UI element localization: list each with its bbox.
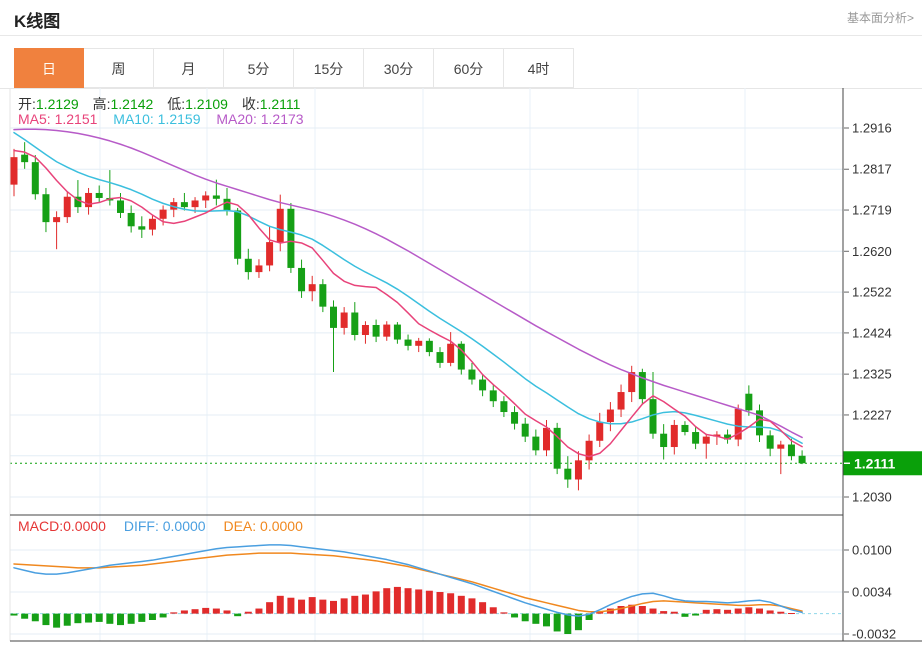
- interval-tabs: 日 周 月 5分 15分 30分 60分 4时: [14, 48, 574, 88]
- macd-value-readout: MACD:0.0000: [18, 518, 106, 534]
- tab-week[interactable]: 周: [84, 48, 154, 88]
- svg-text:1.2111: 1.2111: [854, 455, 895, 471]
- page-header: K线图 基本面分析>: [0, 0, 922, 36]
- high-value: 1.2142: [110, 96, 154, 112]
- ma20-readout: MA20: 1.2173: [216, 111, 304, 127]
- interval-tabbar: 日 周 月 5分 15分 30分 60分 4时: [0, 48, 922, 89]
- svg-text:0.0034: 0.0034: [852, 585, 892, 600]
- kline-chart-canvas[interactable]: 1.2916 1.2817 1.2719 1.2620 1.2522 1.2424 1.23…: [0, 88, 922, 646]
- close-label: 收:: [241, 96, 260, 112]
- svg-text:1.2030: 1.2030: [852, 490, 892, 505]
- page-title: K线图: [14, 12, 61, 31]
- ma10-line: [13, 131, 803, 445]
- macd-histogram: [10, 586, 795, 634]
- chart-region[interactable]: 1.2916 1.2817 1.2719 1.2620 1.2522 1.2424 1.23…: [0, 88, 922, 646]
- tab-60min[interactable]: 60分: [434, 48, 504, 88]
- svg-text:1.2620: 1.2620: [852, 244, 892, 259]
- tab-day[interactable]: 日: [14, 48, 84, 88]
- tab-30min[interactable]: 30分: [364, 48, 434, 88]
- dea-line: [13, 552, 803, 613]
- ma20-line: [13, 128, 803, 439]
- ma10-readout: MA10: 1.2159: [113, 111, 201, 127]
- svg-text:1.2325: 1.2325: [852, 367, 892, 382]
- ohlc-readout: 开:1.2129 高:1.2142 低:1.2109 收:1.2111: [18, 94, 310, 114]
- svg-text:1.2817: 1.2817: [852, 162, 892, 177]
- ma5-readout: MA5: 1.2151: [18, 111, 98, 127]
- svg-text:-0.0032: -0.0032: [852, 627, 896, 642]
- tab-4hour[interactable]: 4时: [504, 48, 574, 88]
- svg-text:1.2522: 1.2522: [852, 285, 892, 300]
- low-label: 低:: [167, 96, 186, 112]
- svg-text:0.0100: 0.0100: [852, 543, 892, 558]
- diff-line: [13, 544, 803, 617]
- price-axis-labels: 1.2916 1.2817 1.2719 1.2620 1.2522 1.2424 1.23…: [844, 121, 896, 642]
- tab-month[interactable]: 月: [154, 48, 224, 88]
- candles-layer: [10, 142, 806, 491]
- high-label: 高:: [92, 96, 111, 112]
- svg-text:1.2916: 1.2916: [852, 121, 892, 136]
- dea-value-readout: DEA: 0.0000: [223, 518, 303, 534]
- low-value: 1.2109: [185, 96, 228, 112]
- close-value: 1.2111: [259, 96, 301, 112]
- tab-5min[interactable]: 5分: [224, 48, 294, 88]
- svg-text:1.2227: 1.2227: [852, 407, 892, 422]
- open-value: 1.2129: [35, 96, 79, 112]
- fundamental-analysis-link[interactable]: 基本面分析>: [846, 11, 914, 25]
- open-label: 开:: [18, 96, 36, 112]
- macd-readout: MACD:0.0000 DIFF: 0.0000 DEA: 0.0000: [18, 518, 317, 534]
- ma-readout: MA5: 1.2151 MA10: 1.2159 MA20: 1.2173: [18, 111, 316, 127]
- svg-text:1.2424: 1.2424: [852, 325, 892, 340]
- svg-text:1.2719: 1.2719: [852, 203, 892, 218]
- tab-15min[interactable]: 15分: [294, 48, 364, 88]
- ma5-line: [13, 149, 803, 458]
- diff-value-readout: DIFF: 0.0000: [123, 518, 206, 534]
- grid-lines: [10, 88, 843, 641]
- current-price-badge: 1.2111: [843, 451, 922, 476]
